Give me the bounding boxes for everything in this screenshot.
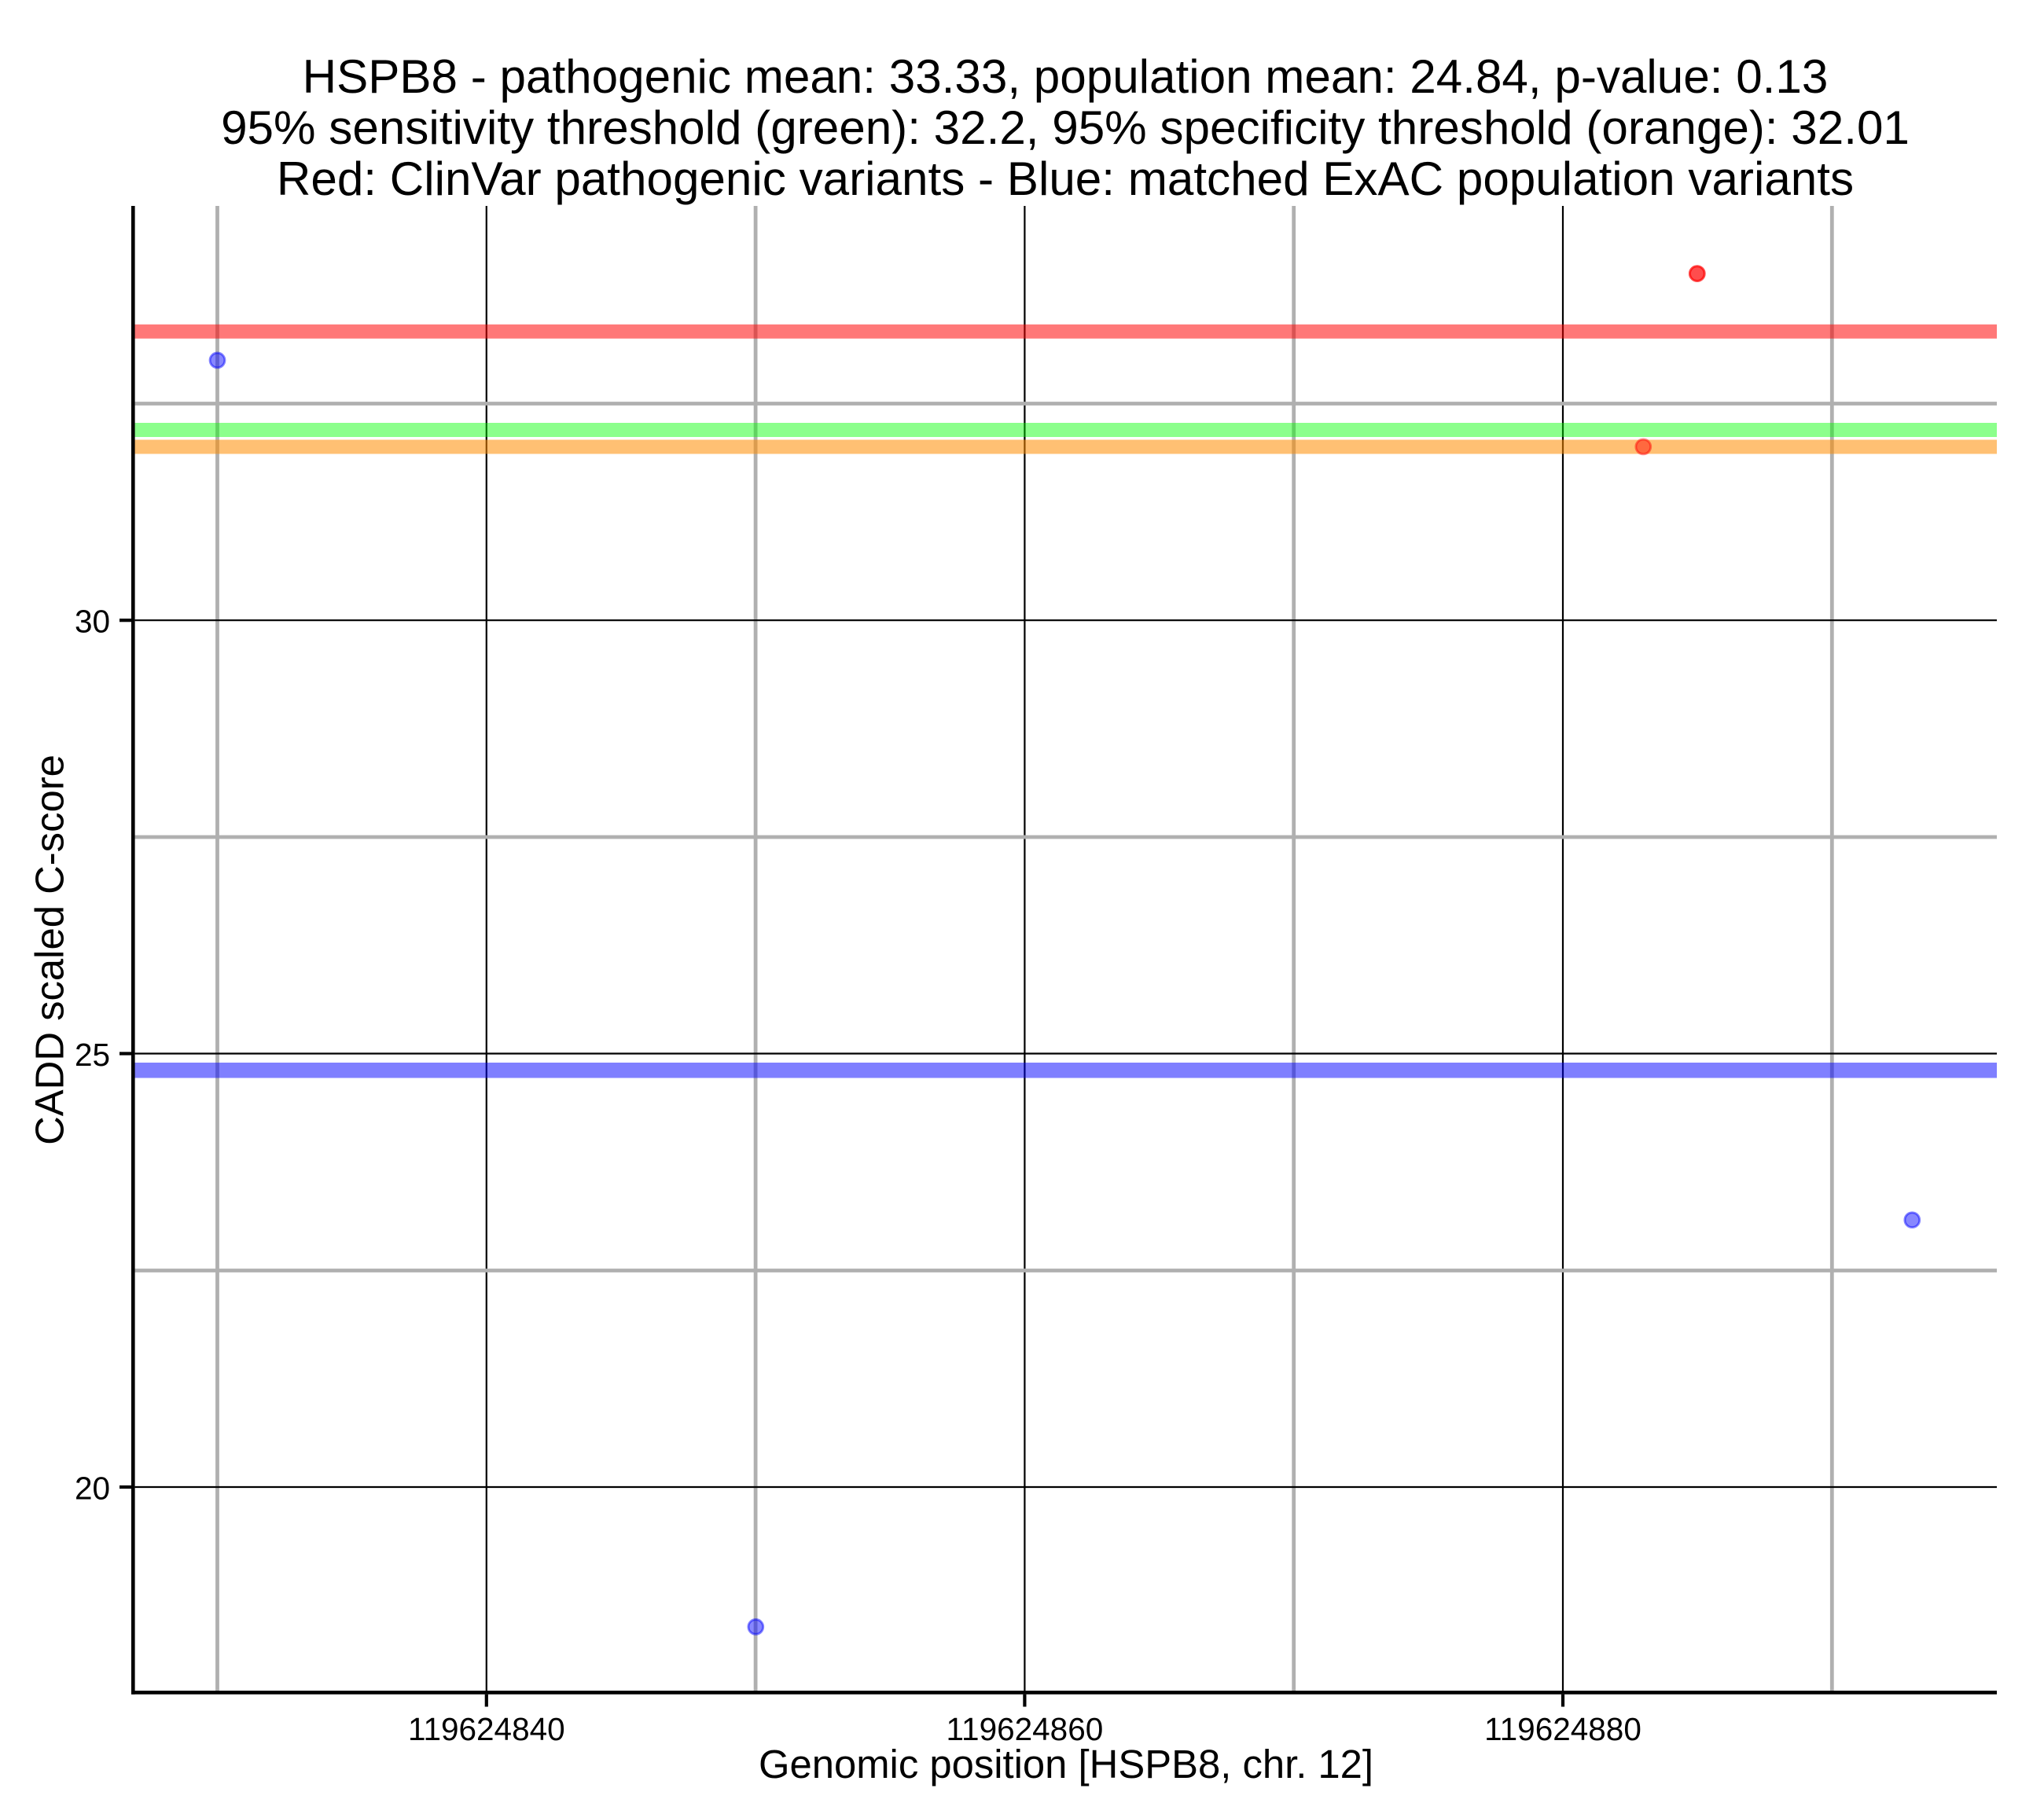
- svg-text:Red: ClinVar pathogenic varian: Red: ClinVar pathogenic variants - Blue:…: [277, 152, 1854, 205]
- svg-text:95% sensitivity threshold (gre: 95% sensitivity threshold (green): 32.2,…: [221, 101, 1910, 154]
- svg-text:30: 30: [75, 604, 110, 640]
- svg-text:119624880: 119624880: [1484, 1711, 1641, 1747]
- svg-text:25: 25: [75, 1037, 110, 1073]
- svg-text:Genomic position [HSPB8, chr.: Genomic position [HSPB8, chr. 12]: [759, 1742, 1373, 1786]
- svg-text:119624860: 119624860: [947, 1711, 1104, 1747]
- svg-text:119624840: 119624840: [408, 1711, 565, 1747]
- svg-text:20: 20: [75, 1470, 110, 1506]
- svg-text:CADD scaled C-score: CADD scaled C-score: [28, 755, 72, 1145]
- svg-text:HSPB8 - pathogenic mean: 33.33: HSPB8 - pathogenic mean: 33.33, populati…: [303, 50, 1829, 103]
